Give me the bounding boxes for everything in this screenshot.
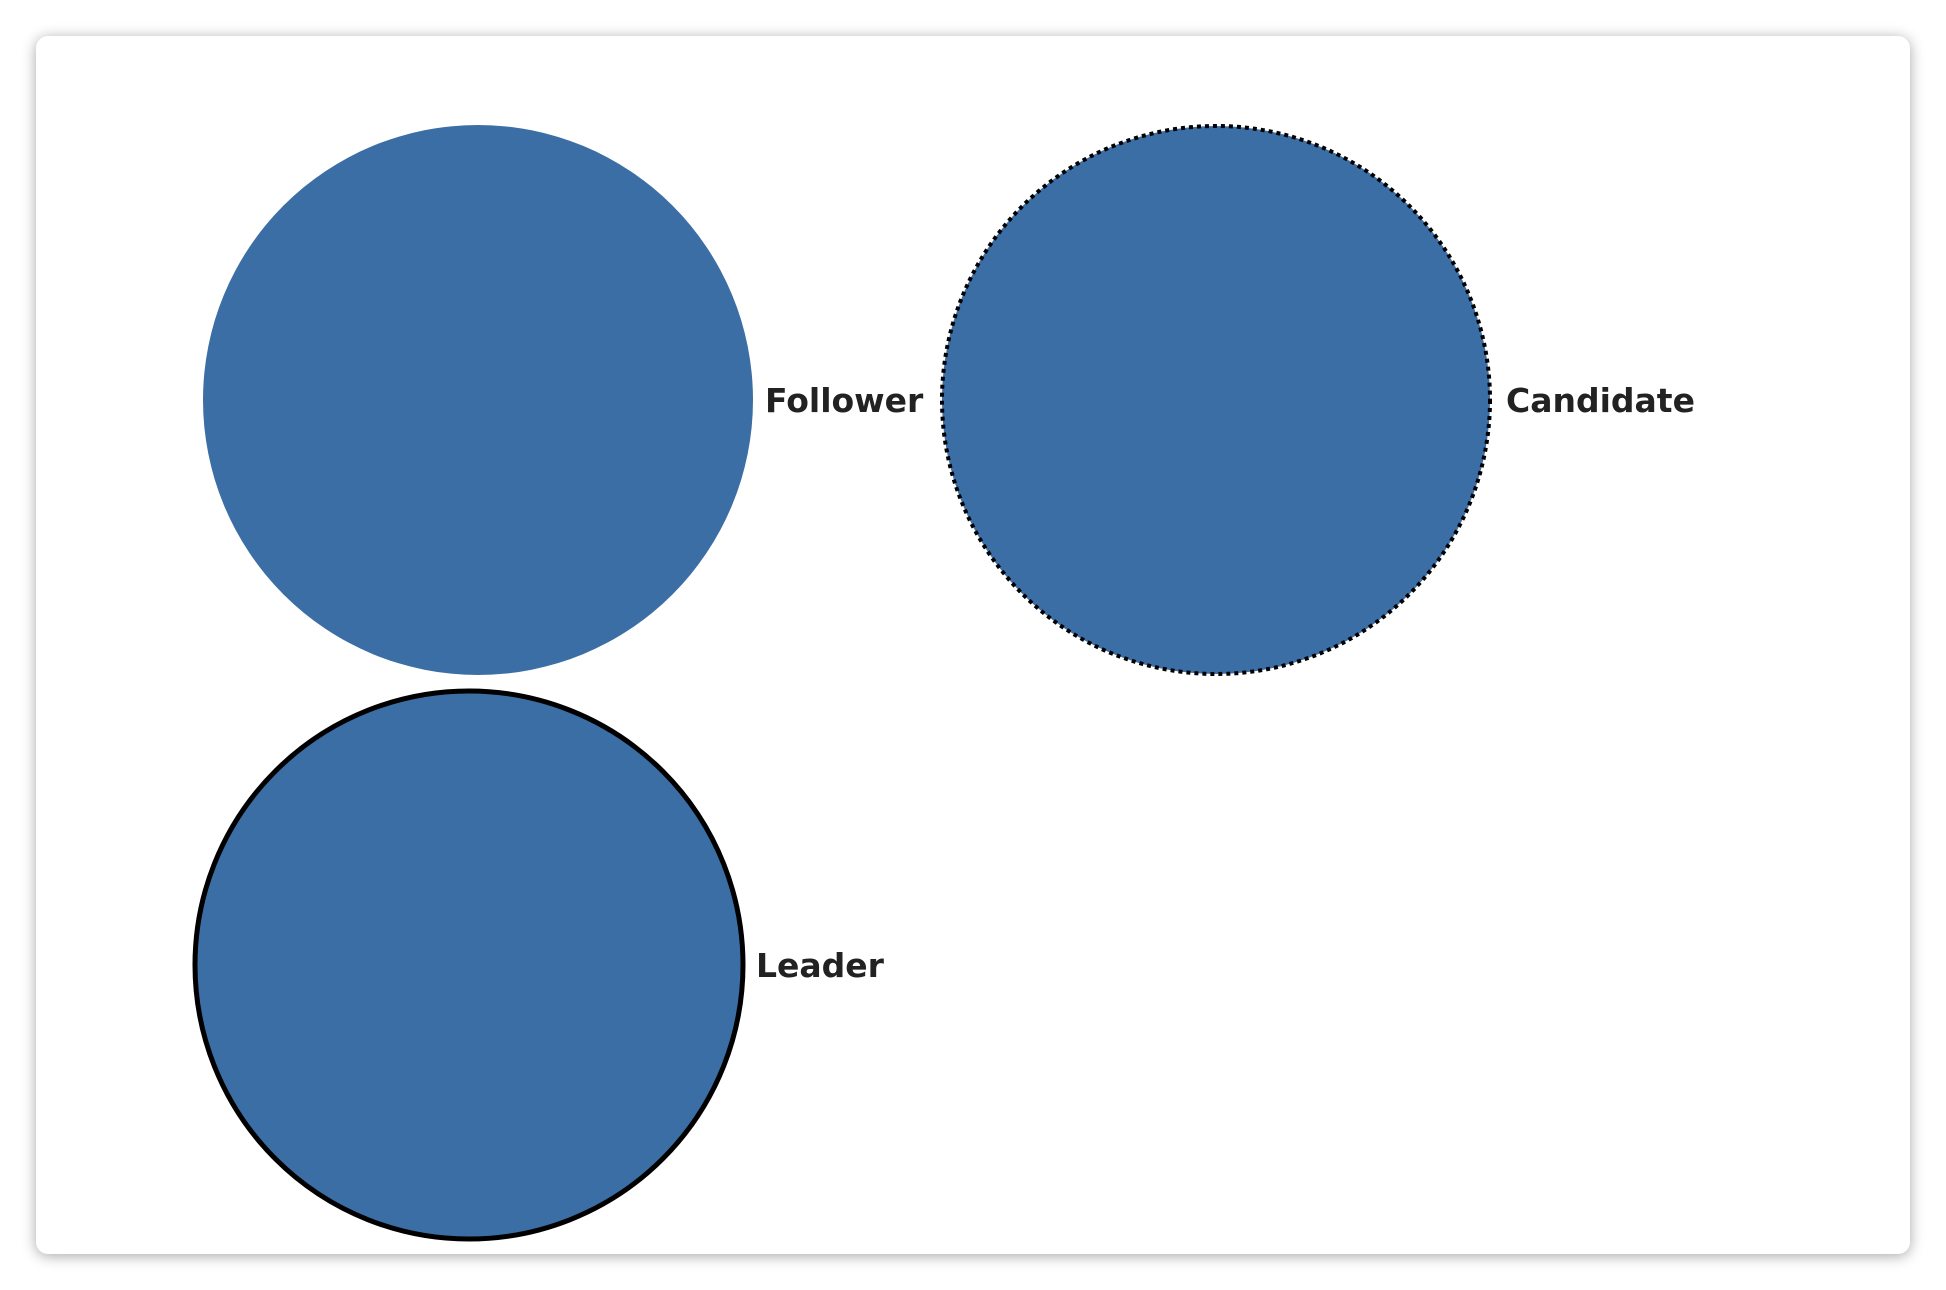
leader-node[interactable]: Leader bbox=[192, 688, 885, 1242]
candidate-circle bbox=[940, 124, 1492, 676]
candidate-node[interactable]: Candidate bbox=[940, 124, 1695, 676]
leader-circle bbox=[192, 688, 746, 1242]
follower-node[interactable]: Follower bbox=[203, 125, 924, 675]
leader-label: Leader bbox=[756, 946, 885, 985]
candidate-label: Candidate bbox=[1506, 381, 1695, 420]
follower-label: Follower bbox=[765, 381, 924, 420]
follower-circle bbox=[203, 125, 753, 675]
